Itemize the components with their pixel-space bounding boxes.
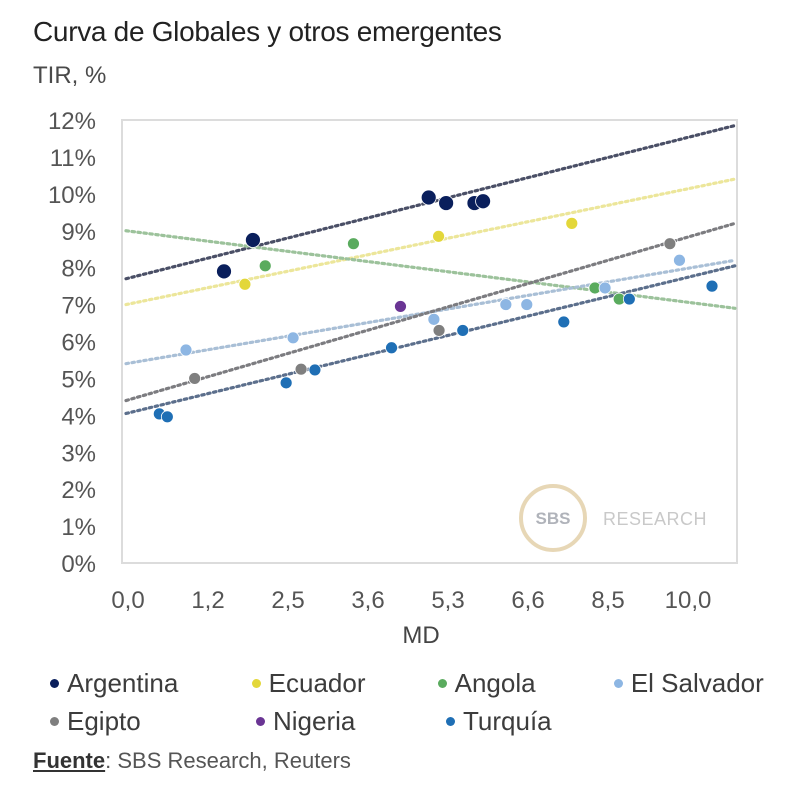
y-tick-label: 1% [61,514,96,541]
data-point-egipto [432,324,446,337]
legend-item-ecuador: Ecuador [251,667,438,699]
y-axis-ticks: 0% 1% 2% 3% 4% 5% 6% 7% 8% 9% 10% 11% 12% [48,108,96,578]
x-tick-label: 2,5 [271,587,304,614]
legend-dot-icon [251,678,261,688]
data-point-el-salvador [499,298,513,311]
data-point-argentina [216,263,232,280]
legend-dot-icon [613,678,623,688]
data-point-turquía [385,341,398,355]
legend-item-el-salvador: El Salvador [613,667,790,699]
legend-row-1: Argentina Ecuador Angola El Salvador [50,664,790,702]
watermark-text: RESEARCH [603,509,707,529]
data-point-el-salvador [598,281,612,295]
legend-dot-icon [437,678,447,688]
data-point-argentina [420,189,437,206]
data-point-argentina [475,193,491,210]
y-tick-label: 8% [61,256,96,283]
x-tick-label: 8,5 [591,587,624,614]
scatter-chart: 0% 1% 2% 3% 4% 5% 6% 7% 8% 9% 10% 11% 12% SBS RESEAR… [48,108,738,649]
trend-line-egipto [124,221,737,403]
source-note: Fuente: SBS Research, Reuters [33,748,351,774]
legend-label: Angola [454,667,536,698]
legend-dot-icon [50,716,59,726]
data-point-turquía [456,324,470,337]
x-axis-title: MD [402,622,439,649]
x-tick-label: 5,3 [431,587,464,614]
watermark-badge-ring [519,484,587,552]
legend: Argentina Ecuador Angola El Salvador Egi… [50,664,790,740]
legend-label: Turquía [463,705,552,736]
source-text: : SBS Research, Reuters [105,748,351,773]
y-tick-label: 7% [61,293,96,320]
y-tick-label: 6% [61,330,96,357]
legend-dot-icon [256,716,265,726]
y-tick-label: 4% [61,403,96,430]
trend-line-turquía [124,264,737,416]
data-point-egipto [663,237,677,251]
legend-label: Ecuador [268,667,366,698]
watermark-badge-text: SBS [536,509,571,528]
y-tick-label: 11% [50,145,96,172]
legend-item-turquia: Turquía [446,706,626,737]
chart-title: Curva de Globales y otros emergentes [33,16,502,47]
legend-item-egipto: Egipto [50,706,256,737]
legend-label: Nigeria [273,705,356,736]
legend-dot-icon [446,716,455,726]
legend-item-angola: Angola [437,667,614,699]
data-point-el-salvador [520,298,534,311]
data-point-turquía [705,279,719,293]
data-point-ecuador [238,277,252,291]
y-tick-label: 12% [48,108,96,135]
data-point-angola [258,259,272,273]
y-tick-label: 3% [61,440,96,467]
x-tick-label: 3,6 [351,587,384,614]
y-tick-label: 2% [61,477,96,504]
x-tick-label: 10,0 [665,587,712,614]
legend-label: Egipto [67,705,141,736]
x-tick-label: 0,0 [111,587,144,614]
legend-item-argentina: Argentina [50,668,252,699]
source-label: Fuente [33,748,106,773]
data-point-argentina [438,195,455,211]
data-point-el-salvador [427,312,441,326]
legend-label: El Salvador [630,667,764,698]
data-point-ecuador [432,229,445,243]
data-point-turquía [622,292,636,306]
x-tick-label: 1,2 [191,587,224,614]
data-points [152,189,719,424]
y-tick-label: 10% [48,182,96,209]
x-axis-ticks: 0,0 1,2 2,5 3,6 5,3 6,6 8,5 10,0 [111,587,711,614]
legend-item-nigeria: Nigeria [256,706,446,737]
trend-line-ecuador [124,177,737,307]
data-point-turquía [160,410,174,424]
data-point-turquía [308,363,322,377]
legend-dot-icon [50,678,59,688]
x-tick-label: 6,6 [511,587,544,614]
data-point-egipto [294,362,308,376]
y-tick-label: 9% [61,219,96,246]
data-point-egipto [188,372,202,385]
legend-row-2: Egipto Nigeria Turquía [50,702,790,740]
y-axis-unit-label: TIR, % [33,62,107,89]
data-point-turquía [279,376,293,390]
data-point-argentina [245,232,261,248]
data-point-el-salvador [673,253,686,267]
data-point-nigeria [394,300,407,313]
y-tick-label: 0% [61,551,96,578]
data-point-angola [347,237,360,251]
data-point-el-salvador [179,343,193,357]
y-tick-label: 5% [61,366,96,393]
legend-label: Argentina [67,667,179,698]
data-point-el-salvador [286,331,300,345]
watermark: SBS RESEARCH [519,484,707,552]
data-point-ecuador [565,216,579,230]
data-point-turquía [557,315,571,329]
